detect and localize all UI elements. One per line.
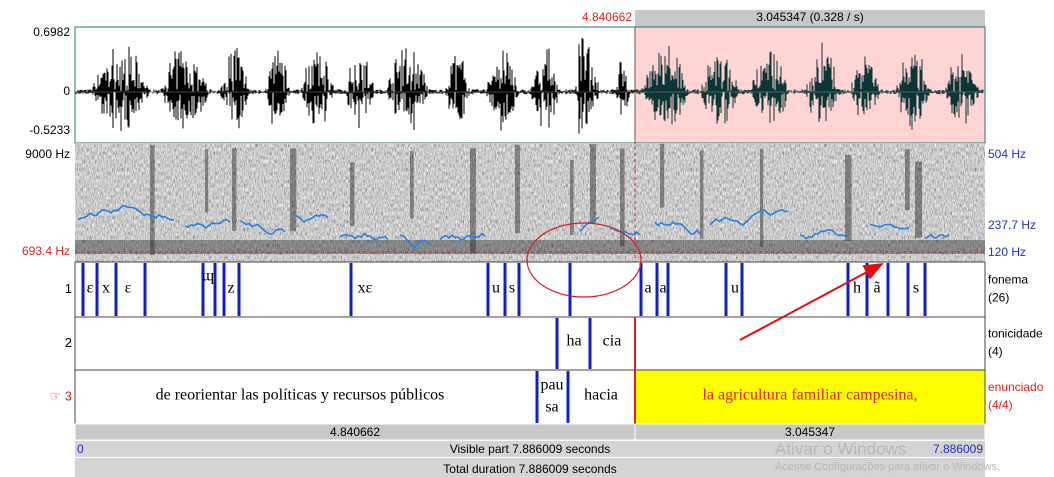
pitch-min: 120 Hz xyxy=(988,245,1026,259)
interval-label: s xyxy=(913,280,919,297)
tier-name: fonema xyxy=(988,273,1028,287)
interval-label: la agricultura familiar campesina, xyxy=(702,387,917,404)
pitch-cursor: 237.7 Hz xyxy=(988,218,1036,232)
interval-label: sa xyxy=(545,399,558,416)
watermark-title: Ativar o Windows xyxy=(775,439,906,458)
interval-label: ε xyxy=(125,280,132,297)
interval-label: pau xyxy=(540,377,563,394)
streak xyxy=(845,155,852,241)
interval-label: ε xyxy=(87,280,94,297)
annotation-arrow xyxy=(740,264,882,340)
wave-max: 0.6982 xyxy=(33,25,70,39)
interval-label: z xyxy=(227,280,234,297)
interval-label: u xyxy=(731,280,739,297)
interval-label: a xyxy=(659,280,666,297)
streak xyxy=(205,149,208,212)
left-part: 4.840662 xyxy=(330,425,380,439)
visible-part: Visible part 7.886009 seconds xyxy=(450,442,611,456)
wave-min: -0.5233 xyxy=(29,123,70,137)
tier-count: (4) xyxy=(988,345,1003,359)
tier-count: (26) xyxy=(988,291,1009,305)
interval-label: cia xyxy=(603,333,622,350)
pitch-max: 504 Hz xyxy=(988,147,1026,161)
streak xyxy=(410,151,414,218)
streak xyxy=(290,149,296,232)
page: {"top_bar": {"cursor_time": "4.840662", … xyxy=(0,0,1054,477)
tier-number: ☞ 3 xyxy=(50,388,73,403)
interval-label: ã xyxy=(873,280,880,297)
visible-end: 7.886009 xyxy=(933,442,983,456)
tier-number: 2 xyxy=(65,335,72,350)
interval-label: x xyxy=(102,280,110,297)
interval-label: s xyxy=(509,280,515,297)
spectrogram-cursor: 693.4 Hz xyxy=(22,244,70,258)
streak xyxy=(515,145,520,233)
interval-label: de reorientar las políticas y recursos p… xyxy=(156,387,445,404)
streak xyxy=(232,148,236,231)
interval-label: h xyxy=(853,280,861,297)
interval-label: hacia xyxy=(584,387,618,404)
interval-label: a xyxy=(644,280,651,297)
streak xyxy=(905,149,910,210)
visible-start: 0 xyxy=(77,442,84,456)
right-part: 3.045347 xyxy=(785,425,835,439)
interval-label: xε xyxy=(358,280,373,297)
streak xyxy=(590,144,596,223)
textgrid-editor: 4.840662 3.045347 (0.328 / s) 0.6982 0 -… xyxy=(0,0,1054,477)
tier-name: tonicidade xyxy=(988,327,1043,341)
tier-number: 1 xyxy=(65,281,72,296)
interval-label: ɰ xyxy=(202,268,215,285)
selection-duration: 3.045347 (0.328 / s) xyxy=(756,10,863,24)
interval-label: ha xyxy=(566,333,581,350)
tier-name: enunciado xyxy=(988,380,1044,394)
streak xyxy=(350,162,354,226)
streak xyxy=(660,144,664,208)
cursor-time: 4.840662 xyxy=(582,10,632,24)
wave-zero: 0 xyxy=(63,84,70,98)
streak xyxy=(915,162,922,238)
watermark-subtitle: Acesse Configurações para ativar o Windo… xyxy=(775,461,1000,473)
streak xyxy=(760,149,763,247)
spectrogram-max: 9000 Hz xyxy=(25,147,70,161)
tier-count: (4/4) xyxy=(988,398,1013,412)
total-duration: Total duration 7.886009 seconds xyxy=(443,462,616,476)
streak xyxy=(700,151,703,240)
streak xyxy=(150,145,155,255)
interval-label: u xyxy=(492,280,500,297)
